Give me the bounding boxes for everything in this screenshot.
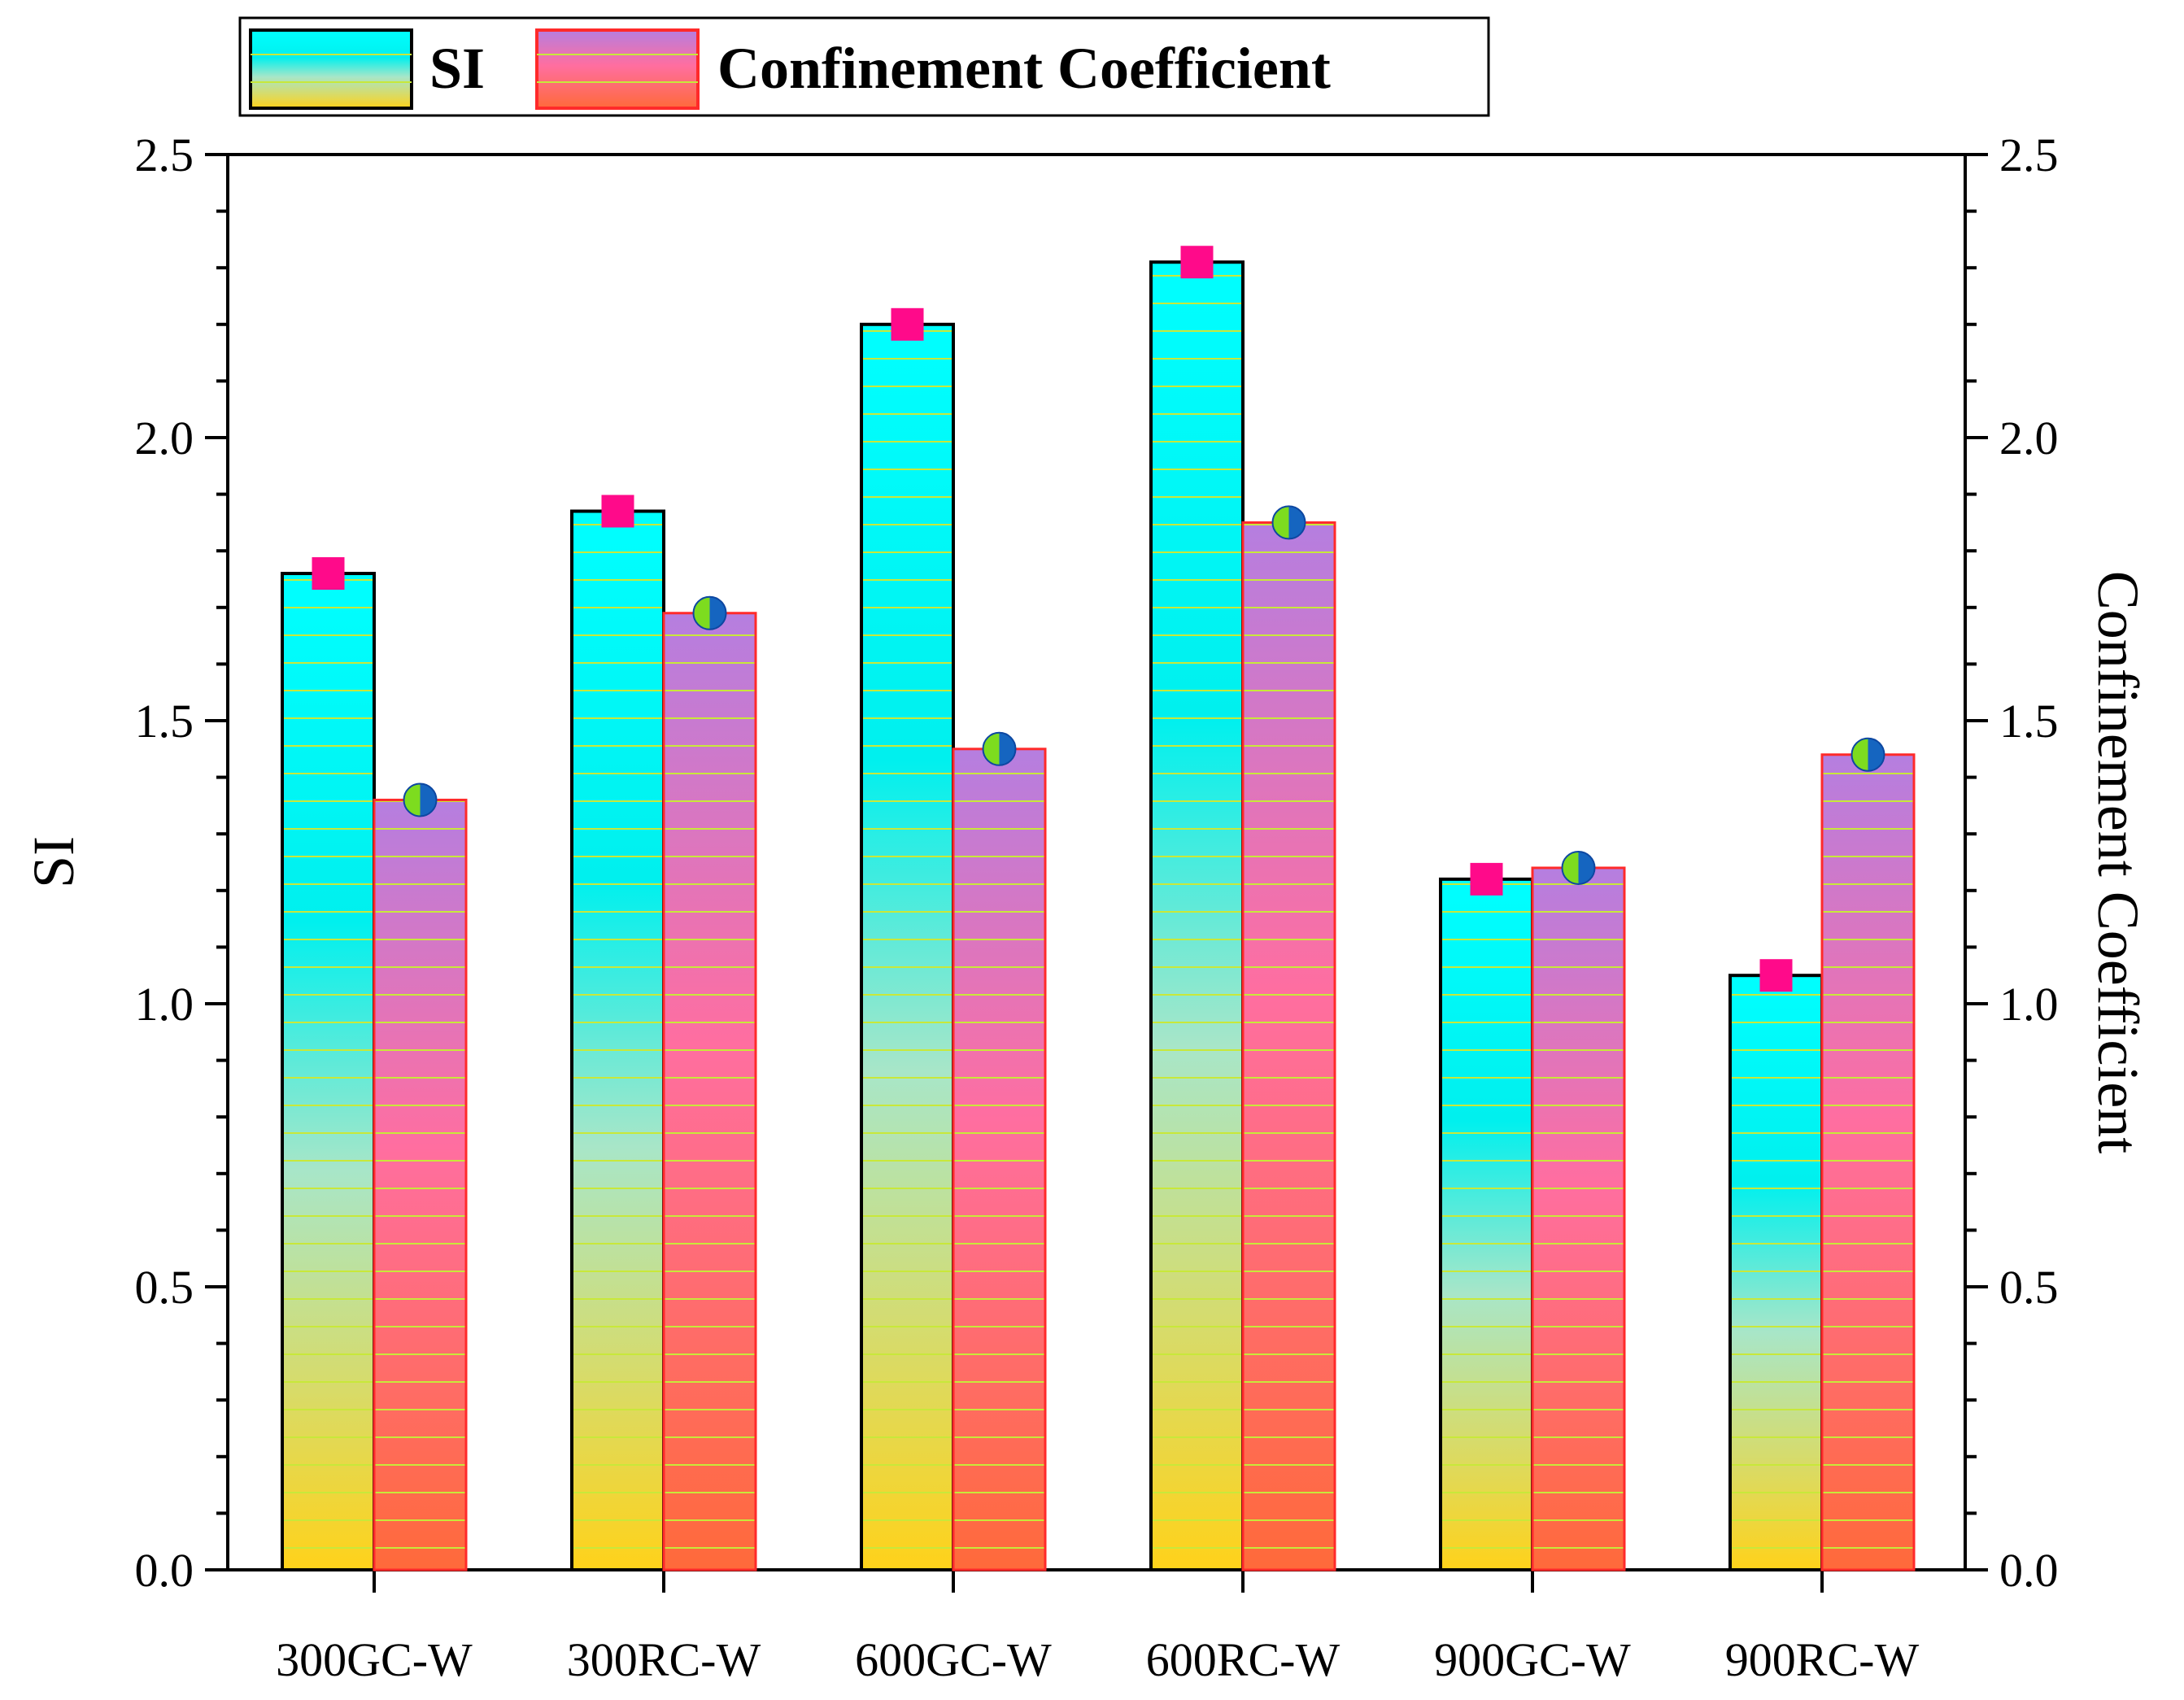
marker-cc-outline bbox=[1851, 737, 1885, 772]
legend-swatch-si-hatch bbox=[251, 30, 412, 108]
marker-cc-left bbox=[403, 783, 421, 817]
marker-si bbox=[1180, 246, 1214, 279]
marker-cc bbox=[692, 595, 727, 630]
marker-cc-outline bbox=[403, 782, 438, 817]
marker-si bbox=[891, 307, 924, 341]
marker-series bbox=[312, 246, 1885, 992]
y-tick-label: 2.0 bbox=[135, 412, 194, 464]
legend: SI Confinement Coefficient bbox=[238, 16, 1490, 117]
bar-si-hatch bbox=[282, 573, 374, 1570]
y2-tick-label: 1.0 bbox=[1999, 978, 2059, 1031]
y-right-axis: 0.0 0.5 1.0 1.5 2.0 2.5 bbox=[1965, 129, 2059, 1597]
legend-label-si: SI bbox=[429, 36, 485, 101]
legend-swatch-cc-hatch bbox=[537, 30, 698, 108]
marker-cc bbox=[1271, 505, 1306, 540]
y-left-axis: 0.0 0.5 1.0 1.5 2.0 2.5 bbox=[135, 129, 228, 1597]
bar-cc-hatch bbox=[1822, 754, 1914, 1570]
y2-axis-title: Confinement Coefficient bbox=[2086, 571, 2151, 1153]
x-tick-label: 600GC-W bbox=[855, 1633, 1052, 1686]
plot-frame bbox=[226, 153, 1967, 1571]
bar-cc-hatch bbox=[664, 612, 756, 1570]
y2-tick-label: 2.0 bbox=[1999, 412, 2059, 464]
y-tick-label: 0.0 bbox=[135, 1544, 194, 1597]
bar-si-hatch bbox=[572, 511, 664, 1570]
x-tick-label: 300GC-W bbox=[276, 1633, 473, 1686]
x-axis: 300GC-W 300RC-W 600GC-W 600RC-W 900GC-W 900RC… bbox=[276, 1570, 1919, 1686]
marker-cc-left bbox=[1562, 851, 1579, 884]
x-tick-label: 900GC-W bbox=[1434, 1633, 1631, 1686]
bar-cc-hatch bbox=[374, 800, 466, 1570]
legend-label-cc: Confinement Coefficient bbox=[717, 36, 1331, 101]
bar-cc-hatch bbox=[1243, 522, 1335, 1570]
marker-si bbox=[312, 557, 345, 591]
y-tick-label: 0.5 bbox=[135, 1261, 194, 1314]
bar-cc-hatch bbox=[953, 748, 1045, 1570]
marker-cc bbox=[982, 731, 1017, 766]
marker-cc bbox=[1851, 737, 1885, 772]
y-tick-label: 1.0 bbox=[135, 978, 194, 1031]
bar-si-hatch bbox=[861, 324, 953, 1570]
bar-cc-hatch bbox=[1532, 867, 1624, 1570]
marker-cc-left bbox=[693, 596, 710, 630]
y-tick-label: 2.5 bbox=[135, 129, 194, 181]
bar-si-hatch bbox=[1730, 975, 1822, 1570]
marker-cc bbox=[403, 782, 438, 817]
marker-si bbox=[1759, 959, 1793, 992]
x-tick-label: 300RC-W bbox=[567, 1633, 761, 1686]
marker-cc-outline bbox=[1561, 850, 1596, 885]
y2-tick-label: 0.0 bbox=[1999, 1544, 2059, 1597]
marker-cc bbox=[1561, 850, 1596, 885]
y-tick-label: 1.5 bbox=[135, 695, 194, 748]
y2-tick-label: 1.5 bbox=[1999, 695, 2059, 748]
marker-cc-outline bbox=[692, 595, 727, 630]
x-tick-label: 600RC-W bbox=[1146, 1633, 1340, 1686]
marker-si bbox=[1470, 862, 1503, 896]
bar-si-hatch bbox=[1441, 878, 1532, 1570]
x-tick-label: 900RC-W bbox=[1725, 1633, 1920, 1686]
marker-cc-outline bbox=[982, 731, 1017, 766]
marker-cc-left bbox=[1851, 738, 1868, 771]
legend-box bbox=[238, 16, 1490, 117]
bar-si-hatch bbox=[1151, 262, 1243, 1570]
y2-tick-label: 0.5 bbox=[1999, 1261, 2059, 1314]
y2-tick-label: 2.5 bbox=[1999, 129, 2059, 181]
marker-cc-left bbox=[1272, 506, 1289, 539]
marker-cc-outline bbox=[1271, 505, 1306, 540]
marker-si bbox=[601, 495, 634, 528]
marker-cc-left bbox=[983, 732, 1000, 765]
y-axis-title: SI bbox=[21, 836, 86, 888]
bar-series bbox=[281, 260, 1916, 1571]
